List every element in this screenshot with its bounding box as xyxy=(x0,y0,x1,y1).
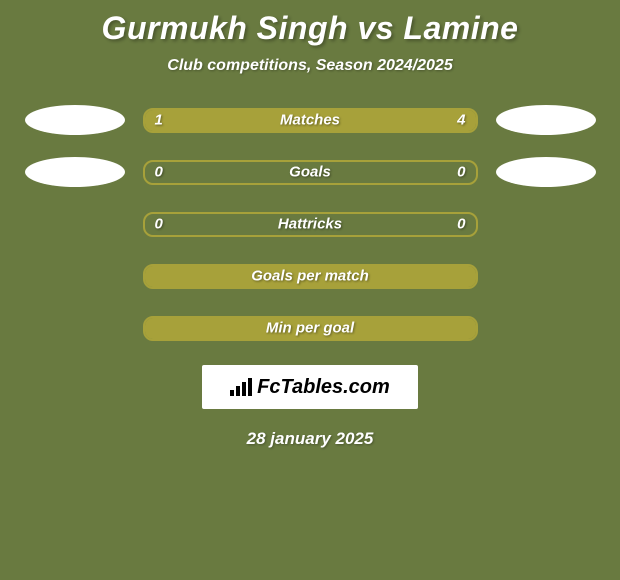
comparison-card: Gurmukh Singh vs Lamine Club competition… xyxy=(0,0,620,449)
player-right-badge xyxy=(496,105,596,135)
stat-value-left: 0 xyxy=(155,216,163,233)
stat-bar-mpg: Min per goal xyxy=(143,316,478,341)
stat-bar-hattricks: 0 Hattricks 0 xyxy=(143,212,478,237)
brand-name: FcTables.com xyxy=(257,376,390,399)
stat-label: Goals xyxy=(289,164,331,181)
stat-value-left: 0 xyxy=(155,164,163,181)
stat-bar-matches: 1 Matches 4 xyxy=(143,108,478,133)
stat-label: Hattricks xyxy=(278,216,342,233)
stat-bar-gpm: Goals per match xyxy=(143,264,478,289)
stat-label: Goals per match xyxy=(251,268,369,285)
stat-row-goals-per-match: Goals per match xyxy=(0,261,620,291)
stat-row-hattricks: 0 Hattricks 0 xyxy=(0,209,620,239)
stat-fill-right xyxy=(211,110,476,131)
stat-value-right: 0 xyxy=(457,216,465,233)
stat-value-right: 4 xyxy=(457,112,465,129)
stat-value-left: 1 xyxy=(155,112,163,129)
stat-value-right: 0 xyxy=(457,164,465,181)
page-title: Gurmukh Singh vs Lamine xyxy=(0,10,620,47)
brand-logo-text: FcTables.com xyxy=(230,376,390,399)
stat-label: Min per goal xyxy=(266,320,354,337)
player-left-badge xyxy=(25,105,125,135)
player-left-badge xyxy=(25,157,125,187)
stat-row-matches: 1 Matches 4 xyxy=(0,105,620,135)
stat-row-min-per-goal: Min per goal xyxy=(0,313,620,343)
stat-bar-goals: 0 Goals 0 xyxy=(143,160,478,185)
bars-chart-icon xyxy=(230,378,252,396)
brand-logo[interactable]: FcTables.com xyxy=(202,365,418,409)
date-label: 28 january 2025 xyxy=(0,429,620,449)
stat-row-goals: 0 Goals 0 xyxy=(0,157,620,187)
subtitle: Club competitions, Season 2024/2025 xyxy=(0,57,620,75)
player-right-badge xyxy=(496,157,596,187)
stat-label: Matches xyxy=(280,112,340,129)
